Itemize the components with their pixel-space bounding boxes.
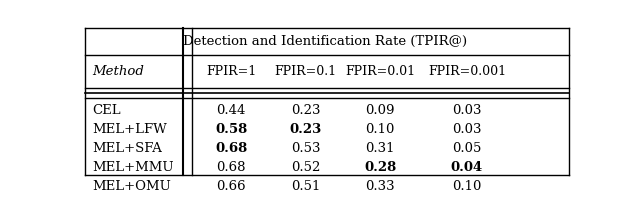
Text: 0.10: 0.10: [365, 123, 395, 136]
Text: Detection and Identification Rate (TPIR@): Detection and Identification Rate (TPIR@…: [184, 35, 468, 48]
Text: MEL+MMU: MEL+MMU: [92, 161, 174, 174]
Text: 0.04: 0.04: [451, 161, 483, 174]
Text: CEL: CEL: [92, 104, 121, 117]
Text: 0.28: 0.28: [364, 161, 396, 174]
Text: 0.66: 0.66: [216, 180, 246, 193]
Text: 0.03: 0.03: [452, 123, 482, 136]
Text: 0.23: 0.23: [291, 104, 321, 117]
Text: 0.05: 0.05: [452, 142, 481, 155]
Text: 0.31: 0.31: [365, 142, 395, 155]
Text: 0.51: 0.51: [291, 180, 321, 193]
Text: MEL+SFA: MEL+SFA: [92, 142, 163, 155]
Text: 0.10: 0.10: [452, 180, 481, 193]
Text: 0.68: 0.68: [216, 161, 246, 174]
Text: Method: Method: [92, 65, 144, 78]
Text: MEL+LFW: MEL+LFW: [92, 123, 167, 136]
Text: FPIR=0.1: FPIR=0.1: [275, 65, 337, 78]
Text: MEL+OMU: MEL+OMU: [92, 180, 172, 193]
Text: 0.33: 0.33: [365, 180, 395, 193]
Text: 0.09: 0.09: [365, 104, 395, 117]
Text: 0.53: 0.53: [291, 142, 321, 155]
Text: FPIR=0.001: FPIR=0.001: [428, 65, 506, 78]
Text: 0.52: 0.52: [291, 161, 321, 174]
Text: 0.58: 0.58: [215, 123, 248, 136]
Text: FPIR=0.01: FPIR=0.01: [345, 65, 415, 78]
Text: 0.23: 0.23: [289, 123, 322, 136]
Text: 0.68: 0.68: [215, 142, 248, 155]
Text: FPIR=1: FPIR=1: [206, 65, 257, 78]
Text: 0.44: 0.44: [216, 104, 246, 117]
Text: 0.03: 0.03: [452, 104, 482, 117]
